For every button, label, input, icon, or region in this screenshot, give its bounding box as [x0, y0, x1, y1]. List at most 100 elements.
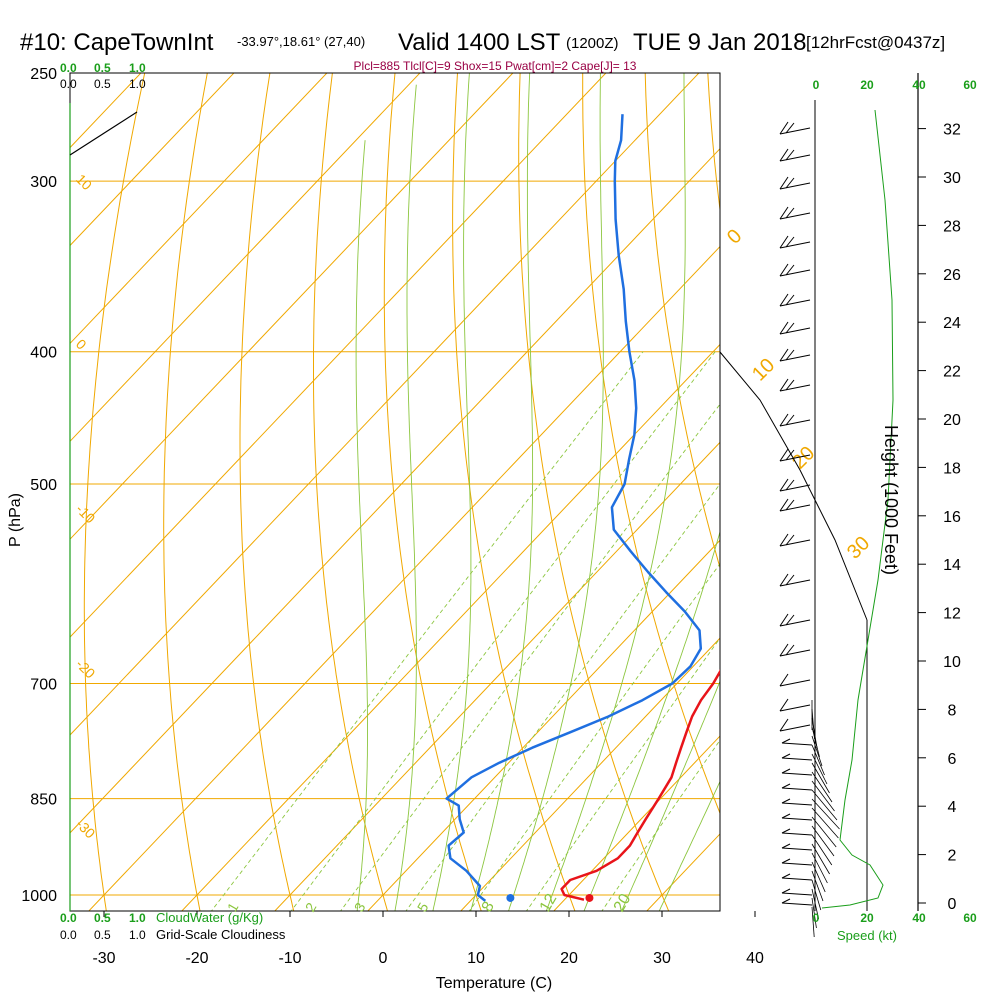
cloud-scale-tick: 1.0: [129, 77, 146, 91]
cloudiness-legend: Grid-Scale Cloudiness: [156, 927, 286, 942]
speed-tick: 60: [963, 911, 977, 925]
cloud-scale-top-green: 0.0 0.5 1.0: [60, 61, 146, 75]
wind-barb: [779, 533, 811, 547]
wind-barb-flag: [781, 783, 791, 789]
wind-barb-flag: [781, 768, 791, 774]
wind-barb: [779, 573, 811, 587]
wind-barb-flag: [779, 478, 789, 492]
wind-barb: [779, 348, 811, 362]
wind-barb: [779, 293, 811, 307]
low-level-barb: [811, 852, 828, 884]
y-tick-label: 400: [30, 345, 57, 362]
low-level-barb: [811, 771, 833, 803]
wind-barb: [781, 798, 813, 806]
wind-barb-flag: [785, 207, 795, 219]
dry-adiabat-line: [383, 73, 482, 911]
isotherm-line: [88, 245, 720, 911]
wind-barb: [779, 613, 811, 627]
wind-barb-flag: [779, 613, 789, 627]
wind-barb-flag: [785, 349, 795, 361]
isotherm-label: 10: [748, 354, 779, 385]
mixing-ratio-line: [468, 562, 720, 911]
wind-barb: [781, 738, 813, 746]
wind-barb-flag: [779, 673, 789, 687]
wind-barb-flag: [785, 534, 795, 546]
wind-barb: [781, 813, 813, 821]
x-tick-label: 30: [653, 950, 671, 967]
dry-adiabat-line: [582, 73, 720, 815]
wind-barb: [779, 673, 811, 687]
dry-adiabat-line: [518, 73, 670, 911]
wind-barb-flag: [785, 322, 795, 334]
speed-tick: 0: [813, 911, 820, 925]
height-tick-label: 16: [943, 509, 961, 526]
mixing-ratio-line: [601, 739, 720, 911]
mixing-ratio-label: 3: [351, 900, 369, 915]
moist-adiabat-line: [545, 73, 686, 911]
low-level-barb: [811, 744, 825, 776]
isotherm-line: [181, 343, 720, 911]
wind-barb: [779, 718, 811, 732]
wind-barb-flag: [781, 753, 791, 759]
wind-barb-flag: [779, 573, 789, 587]
cloud-scale-top-black: 0.0 0.5 1.0: [60, 77, 146, 91]
wind-barb-flag: [785, 177, 795, 189]
wind-barb-staff: [779, 619, 811, 627]
wind-barb-flag: [781, 843, 791, 849]
wind-barb-staff: [779, 504, 811, 512]
isobar-temp-label: -10: [73, 501, 99, 527]
moist-adiabat-line: [470, 73, 534, 911]
wind-barb-staff: [781, 787, 813, 791]
wind-barb-staff: [781, 817, 813, 821]
wind-barb-staff: [781, 847, 813, 851]
isotherm-line: [821, 49, 1000, 924]
isobar-temp-label: -20: [73, 656, 99, 682]
height-tick-label: 30: [943, 170, 961, 187]
wind-barb: [781, 873, 813, 881]
valid-time: Valid 1400 LST: [398, 29, 561, 56]
low-level-barb: [811, 870, 824, 902]
y-tick-label: 500: [30, 477, 57, 494]
mixing-ratio-line: [525, 637, 720, 911]
isotherm-line: [274, 441, 720, 911]
low-level-barb: [811, 798, 840, 830]
wind-barb: [779, 148, 811, 162]
mixing-ratio-line: [290, 351, 716, 911]
wind-barb-staff: [779, 704, 811, 712]
valid-date: TUE 9 Jan 2018: [633, 29, 806, 56]
wind-barb: [781, 753, 813, 761]
wind-barb: [779, 121, 811, 135]
wind-barb: [779, 235, 811, 249]
low-level-barb: [811, 726, 820, 758]
low-level-barb: [811, 789, 838, 821]
y-tick-label: 850: [30, 792, 57, 809]
cloud-scale-tick: 0.0: [60, 61, 77, 75]
x-axis-title: Temperature (C): [436, 975, 552, 992]
wind-barb-staff: [779, 724, 811, 732]
wind-barb-flag: [779, 206, 789, 220]
plot-frame: [69, 72, 721, 912]
wind-barb-staff: [779, 384, 811, 392]
height-tick-label: 26: [943, 267, 961, 284]
speed-tick: 20: [860, 911, 874, 925]
wind-barb-flag: [781, 898, 791, 904]
wind-barb-staff: [779, 212, 811, 220]
wind-barb-flag: [779, 413, 789, 427]
sounding-traces: [445, 114, 720, 902]
wind-barb: [781, 828, 813, 836]
moist-adiabat-line: [621, 680, 720, 911]
mixing-ratio-label: 5: [414, 900, 432, 915]
mixing-ratio-line: [405, 483, 720, 911]
isotherm-line: [553, 735, 720, 911]
cloud-scale-tick: 0.0: [60, 77, 77, 91]
wind-barb-flag: [785, 614, 795, 626]
wind-barb-flag: [779, 533, 789, 547]
wind-barbs: [779, 121, 840, 938]
wind-barb-flag: [779, 348, 789, 362]
low-level-barb: [811, 780, 835, 812]
height-tick-label: 24: [943, 315, 961, 332]
wind-barb-flag: [781, 873, 791, 879]
wind-barb-staff: [779, 154, 811, 162]
wind-barb-staff: [781, 757, 813, 761]
y-tick-label: 250: [30, 66, 57, 83]
